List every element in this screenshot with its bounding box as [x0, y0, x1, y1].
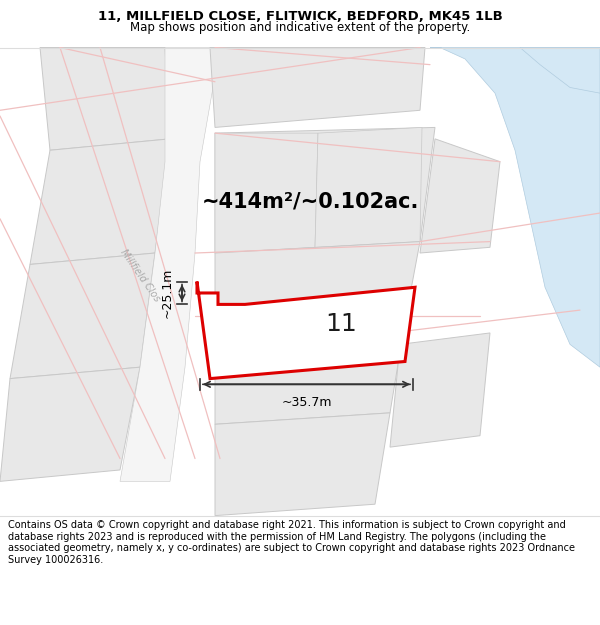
- Polygon shape: [120, 48, 220, 481]
- Polygon shape: [215, 413, 390, 516]
- Polygon shape: [30, 139, 170, 264]
- Text: ~25.1m: ~25.1m: [161, 268, 174, 318]
- Polygon shape: [520, 48, 600, 93]
- Text: 11, MILLFIELD CLOSE, FLITWICK, BEDFORD, MK45 1LB: 11, MILLFIELD CLOSE, FLITWICK, BEDFORD, …: [98, 11, 502, 24]
- Text: ~35.7m: ~35.7m: [281, 396, 332, 409]
- Polygon shape: [40, 48, 170, 150]
- Polygon shape: [0, 368, 140, 481]
- Text: 11: 11: [325, 312, 357, 336]
- Polygon shape: [215, 133, 318, 253]
- Text: ~414m²/~0.102ac.: ~414m²/~0.102ac.: [202, 192, 419, 212]
- Text: Contains OS data © Crown copyright and database right 2021. This information is : Contains OS data © Crown copyright and d…: [8, 520, 575, 565]
- Text: Map shows position and indicative extent of the property.: Map shows position and indicative extent…: [130, 21, 470, 34]
- Polygon shape: [215, 127, 435, 253]
- Polygon shape: [420, 139, 500, 253]
- Polygon shape: [10, 253, 155, 379]
- Polygon shape: [215, 242, 420, 333]
- Polygon shape: [390, 333, 490, 447]
- Polygon shape: [197, 281, 415, 379]
- Polygon shape: [430, 48, 600, 368]
- Text: Millfield Clos: Millfield Clos: [118, 248, 162, 304]
- Polygon shape: [210, 48, 425, 128]
- Polygon shape: [315, 127, 422, 248]
- Polygon shape: [215, 321, 405, 424]
